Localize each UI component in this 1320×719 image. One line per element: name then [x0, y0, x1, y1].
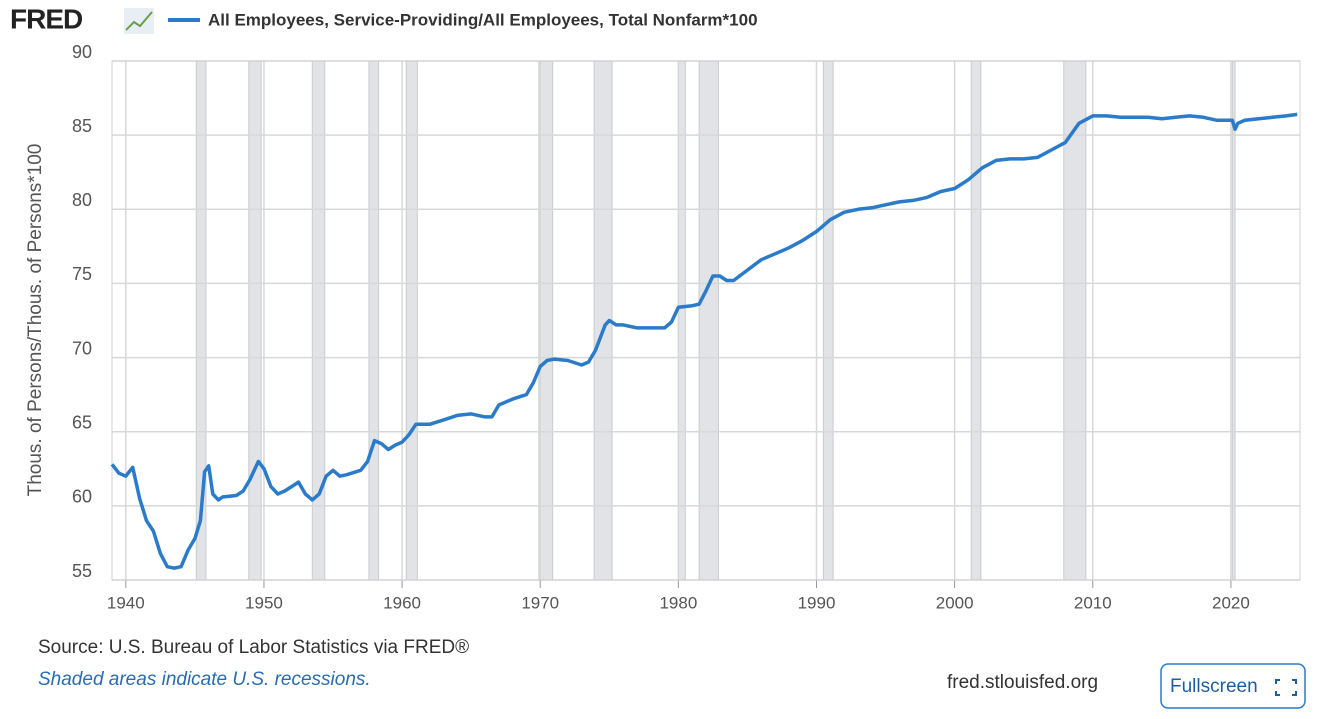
button-frame[interactable]	[1160, 663, 1306, 709]
x-tick-label: 1960	[383, 593, 421, 612]
x-tick-label: 1980	[659, 593, 697, 612]
y-tick-label: 65	[72, 412, 92, 432]
plot-border	[111, 60, 1301, 581]
x-tick-label: 1940	[107, 593, 145, 612]
x-tick-label: 2010	[1074, 593, 1112, 612]
x-tick-label: 2000	[936, 593, 974, 612]
legend-label: All Employees, Service-Providing/All Emp…	[208, 10, 758, 29]
y-tick-label: 70	[72, 338, 92, 358]
y-tick-label: 55	[72, 561, 92, 581]
x-tick-label: 1950	[245, 593, 283, 612]
recession-band	[368, 60, 380, 581]
recession-band	[311, 60, 326, 581]
site-url: fred.stlouisfed.org	[947, 672, 1098, 693]
x-tick-label: 1990	[798, 593, 836, 612]
recession-band	[677, 60, 686, 581]
y-tick-label: 75	[72, 264, 92, 284]
y-tick-label: 85	[72, 116, 92, 136]
y-axis-label: Thous. of Persons/Thous. of Persons*100	[25, 144, 46, 497]
recession-band	[970, 60, 982, 581]
x-tick-label: 2020	[1212, 593, 1250, 612]
y-tick-label: 90	[72, 42, 92, 62]
fred-logo: FRED	[10, 3, 83, 34]
logo-icon-line	[125, 11, 153, 31]
recession-band	[248, 60, 262, 581]
plot-area: 55 60 65 70 75 80 85 90 1940 1950 1960 1970 1980 1990…	[72, 42, 1301, 612]
button-icon[interactable]	[1275, 679, 1297, 696]
recession-band	[1231, 60, 1236, 581]
y-tick-label: 80	[72, 190, 92, 210]
logo-icon-bg	[124, 8, 154, 34]
x-tick-label: 1970	[521, 593, 559, 612]
source: Source: U.S. Bureau of Labor Statistics …	[38, 637, 469, 658]
y-tick-label: 60	[72, 487, 92, 507]
recession-band	[822, 60, 834, 581]
data-line	[110, 112, 1298, 570]
recession-band	[698, 60, 719, 581]
recession-note: Shaded areas indicate U.S. recessions.	[38, 669, 371, 690]
recession-band	[405, 60, 418, 581]
fullscreen-button[interactable]: Fullscreen	[1160, 663, 1306, 709]
logo-icon	[124, 8, 154, 34]
button-label[interactable]: Fullscreen	[1170, 676, 1258, 697]
